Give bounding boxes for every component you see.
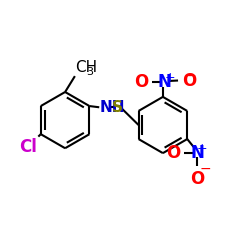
Text: +: + [197, 142, 208, 154]
Text: S: S [112, 100, 123, 115]
Text: O: O [190, 170, 204, 188]
Text: 3: 3 [86, 66, 93, 76]
Text: −: − [199, 162, 211, 175]
Text: N: N [158, 73, 172, 91]
Text: O: O [134, 73, 148, 91]
Text: N: N [190, 144, 204, 162]
Text: O: O [166, 144, 180, 162]
Text: Cl: Cl [19, 138, 37, 156]
Text: CH: CH [76, 60, 98, 76]
Text: O: O [182, 72, 196, 90]
Text: NH: NH [100, 100, 125, 115]
Text: −: − [184, 69, 196, 83]
Text: +: + [165, 71, 175, 84]
